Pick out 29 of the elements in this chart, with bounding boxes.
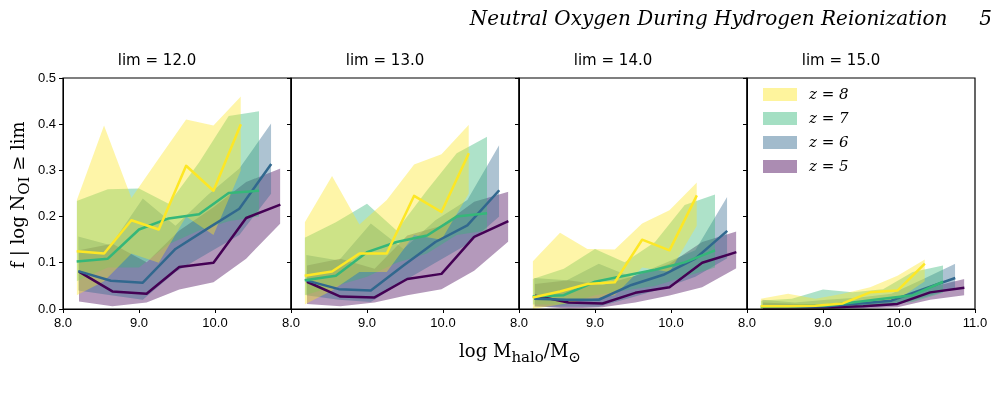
x-tick-label: 10.0 bbox=[886, 315, 912, 331]
chart-title: lim = 15.0 bbox=[801, 50, 881, 69]
y-tick-label: 0.3 bbox=[37, 161, 56, 177]
x-tick-label: 8.0 bbox=[53, 315, 73, 331]
y-tick-label: 0.5 bbox=[37, 69, 56, 85]
x-tick-label: 9.0 bbox=[129, 315, 149, 331]
y-tick-label: 0.2 bbox=[37, 208, 56, 224]
legend-label: z = 6 bbox=[808, 132, 850, 151]
chart-title: lim = 13.0 bbox=[345, 50, 425, 69]
x-tick-label: 8.0 bbox=[737, 315, 757, 331]
x-tick-label: 8.0 bbox=[281, 315, 301, 331]
x-tick-label: 9.0 bbox=[813, 315, 833, 331]
x-tick-label: 11.0 bbox=[962, 315, 988, 331]
y-tick-label: 0.4 bbox=[37, 115, 56, 131]
x-tick-label: 9.0 bbox=[585, 315, 605, 331]
x-tick-label: 9.0 bbox=[357, 315, 377, 331]
legend-label: z = 5 bbox=[808, 156, 849, 175]
y-tick-label: 0.0 bbox=[37, 300, 56, 316]
legend-label: z = 7 bbox=[808, 108, 850, 127]
chart-title: lim = 14.0 bbox=[573, 50, 653, 69]
x-tick-label: 10.0 bbox=[658, 315, 684, 331]
legend-label: z = 8 bbox=[808, 84, 849, 103]
chart-title: lim = 12.0 bbox=[117, 50, 197, 69]
x-axis-title: log M$_{halo}$/M$_{⊙}$ bbox=[459, 340, 581, 366]
x-tick-label: 10.0 bbox=[430, 315, 456, 331]
x-tick-label: 8.0 bbox=[509, 315, 529, 331]
y-tick-label: 0.1 bbox=[37, 254, 56, 270]
text: Neutral Oxygen During Hydrogen Reionization 5 bbox=[469, 6, 992, 30]
x-tick-label: 10.0 bbox=[202, 315, 228, 331]
